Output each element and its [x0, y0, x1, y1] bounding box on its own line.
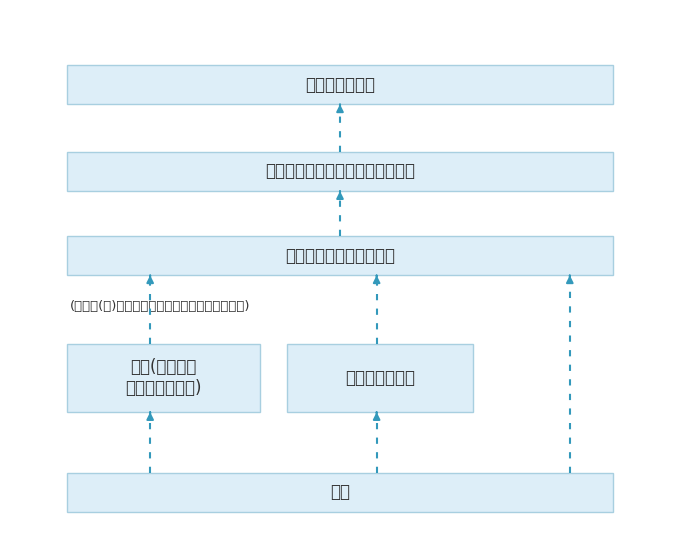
Text: 土地家屋調査士: 土地家屋調査士: [305, 76, 375, 93]
FancyBboxPatch shape: [67, 472, 613, 512]
Text: 大学(法学系、
工学系学部など): 大学(法学系、 工学系学部など): [125, 359, 202, 397]
Text: 高校: 高校: [330, 483, 350, 501]
FancyBboxPatch shape: [287, 343, 473, 412]
Text: 短大、専門学校: 短大、専門学校: [345, 369, 415, 387]
FancyBboxPatch shape: [67, 236, 613, 275]
FancyBboxPatch shape: [67, 343, 260, 412]
Text: 日本土地家屋調査士会連合会登録: 日本土地家屋調査士会連合会登録: [265, 163, 415, 180]
Text: 土地家屋調査士国家試験: 土地家屋調査士国家試験: [285, 247, 395, 265]
FancyBboxPatch shape: [67, 65, 613, 104]
Text: (測量士(補)、一・二級建築士は試験の一部免除): (測量士(補)、一・二級建築士は試験の一部免除): [70, 300, 251, 313]
FancyBboxPatch shape: [67, 152, 613, 191]
